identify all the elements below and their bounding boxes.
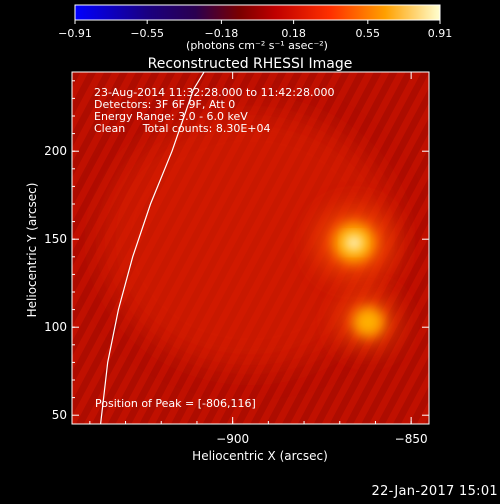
annotations: 23-Aug-2014 11:32:28.000 to 11:42:28.000… xyxy=(94,86,335,410)
source-core xyxy=(353,307,384,337)
source-halo xyxy=(454,208,500,267)
chart-title: Reconstructed RHESSI Image xyxy=(148,56,353,72)
y-tick-label: 200 xyxy=(44,144,67,158)
source-peak xyxy=(479,231,494,244)
colorbar-tick-label: −0.55 xyxy=(130,27,164,40)
x-axis-ticks: −900−850−800 xyxy=(89,72,428,446)
y-tick-label: 150 xyxy=(44,232,67,246)
footer-date: 22-Jan-2017 15:01 xyxy=(371,484,498,499)
x-axis-label: Heliocentric X (arcsec) xyxy=(192,449,328,463)
colorbar-tick-label: 0.55 xyxy=(356,27,381,40)
colorbar-ticks: −0.91 −0.55 −0.18 0.18 0.55 0.91 xyxy=(58,20,452,40)
colorbar: −0.91 −0.55 −0.18 0.18 0.55 0.91 (photons cm⁻… xyxy=(58,4,452,52)
source-peak xyxy=(345,235,363,250)
colorbar-tick-label: 0.18 xyxy=(281,27,306,40)
annotation-time: 23-Aug-2014 11:32:28.000 to 11:42:28.000 xyxy=(94,86,335,99)
y-tick-label: 100 xyxy=(44,320,67,334)
hxr-sources xyxy=(318,208,500,347)
colorbar-tick-label: 0.91 xyxy=(428,27,453,40)
annotation-detectors: Detectors: 3F 6F 9F, Att 0 xyxy=(94,98,235,111)
annotation-counts: Clean Total counts: 8.30E+04 xyxy=(94,122,271,135)
plot-frame xyxy=(71,71,430,425)
peak-position: Position of Peak = [-806,116] xyxy=(95,397,256,410)
colorbar-tick-label: −0.18 xyxy=(205,27,239,40)
y-axis-label: Heliocentric Y (arcsec) xyxy=(25,183,39,318)
source-core xyxy=(467,220,500,256)
colorbar-gradient xyxy=(74,4,441,21)
heatmap-area xyxy=(72,72,500,424)
x-tick-label: −900 xyxy=(216,432,249,446)
heatmap-glow xyxy=(100,110,400,370)
y-tick-label: 50 xyxy=(52,408,67,422)
colorbar-unit-label: (photons cm⁻² s⁻¹ asec⁻²) xyxy=(186,39,328,52)
x-tick-label: −850 xyxy=(395,432,428,446)
annotation-energy: Energy Range: 3.0 - 6.0 keV xyxy=(94,110,248,123)
solar-limb xyxy=(100,72,205,424)
colorbar-tick-label: −0.91 xyxy=(58,27,92,40)
y-axis-ticks: 50 100 150 200 xyxy=(44,80,429,422)
